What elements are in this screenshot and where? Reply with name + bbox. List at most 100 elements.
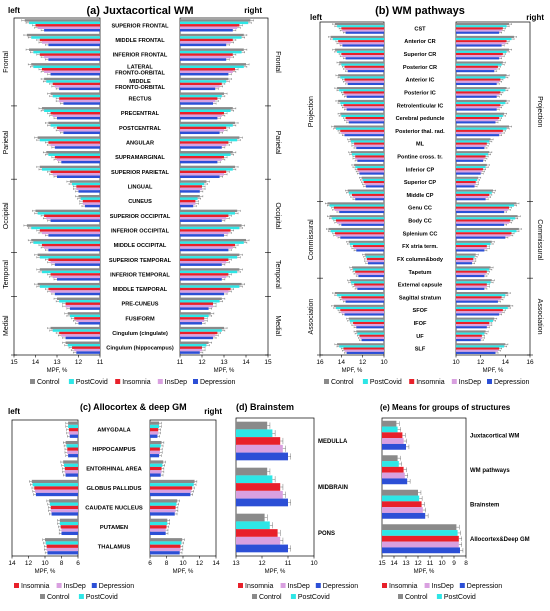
- panel-b-right-bar-19-control: [456, 266, 491, 269]
- panel-c-left-xlabel: MPF, %: [35, 569, 56, 575]
- panel-a-right-bar-12-control: [180, 194, 200, 198]
- panel-a-right-group-label: Parietal: [274, 131, 281, 155]
- panel-b-left-tick-label: 16: [316, 359, 324, 366]
- panel-c-left-bar-6-insomnia: [46, 544, 78, 548]
- panel-b-right-bar-0-postcovid: [456, 25, 507, 28]
- panel-a-right-bar-17-insomnia: [180, 273, 229, 276]
- panel-a-right-bar-19-control: [180, 297, 222, 301]
- panel-e-bar-1-control: [382, 455, 398, 462]
- panel-b-left-bar-0-depression: [345, 31, 384, 34]
- panel-d-bar-0-insomnia: [236, 437, 281, 445]
- panel-a-left-bar-1-control: [26, 33, 100, 37]
- panel-b-left-bar-25-control: [337, 343, 384, 346]
- panel-a-right-bar-8-control: [180, 136, 240, 139]
- panel-a-left-bar-17-postcovid: [41, 270, 100, 274]
- panel-b-left-xlabel: MPF, %: [342, 368, 363, 374]
- panel-c-left-bar-0-postcovid: [68, 424, 78, 429]
- panel-d-legend-entry: Depression: [323, 583, 359, 590]
- panel-a-category-label: ANGULAR: [126, 141, 154, 147]
- panel-e-bar-1-depression: [382, 478, 408, 485]
- panel-d-legend-entry: Control: [259, 594, 282, 601]
- panel-a-right-bar-5-insomnia: [180, 97, 218, 100]
- panel-b-left-bar-5-depression: [346, 95, 384, 98]
- panel-b-category-label: Body CC: [408, 219, 432, 225]
- panel-a-right-bar-10-depression: [180, 175, 220, 179]
- panel-a-left-bar-18-postcovid: [39, 285, 100, 288]
- panel-a-left-bar-19-insdep: [65, 304, 100, 308]
- panel-b-right-bar-14-insomnia: [456, 206, 510, 209]
- panel-b-left-bar-16-postcovid: [330, 230, 384, 233]
- panel-b-right-bar-13-depression: [456, 198, 486, 201]
- panel-b-left-bar-23-depression: [356, 326, 384, 329]
- panel-c-right-bar-0-insomnia: [150, 428, 159, 432]
- panel-b-right-bar-5-control: [456, 87, 507, 90]
- panel-b-left-bar-17-depression: [356, 249, 384, 252]
- panel-b-left-bar-8-control: [333, 125, 384, 128]
- panel-b-left-bar-22-insomnia: [340, 309, 384, 312]
- panel-c-right-bar-4-insomnia: [150, 505, 176, 510]
- panel-a-left-bar-12-depression: [84, 204, 100, 208]
- panel-b-left-bar-17-postcovid: [349, 242, 384, 246]
- panel-a-title: (a) Juxtacortical WM: [87, 5, 194, 17]
- panel-c-legend-swatch-control: [40, 594, 45, 599]
- panel-e-legend-entry: InsDep: [432, 583, 454, 590]
- panel-b-left-tick-label: 14: [338, 359, 346, 366]
- panel-e-bar-0-insdep: [382, 438, 404, 444]
- panel-b-category-label: External capsule: [398, 283, 442, 289]
- panel-b-category-label: Cerebral peduncle: [396, 116, 445, 122]
- panel-e-bar-2-depression: [382, 512, 426, 519]
- panel-a-left-bar-16-postcovid: [39, 256, 100, 259]
- panel-a-left-bar-16-depression: [54, 263, 100, 266]
- panel-a-category-label: MIDDLE FRONTAL: [115, 38, 165, 44]
- panel-b-right-bar-22-postcovid: [456, 306, 508, 310]
- panel-b-left-bar-6-control: [338, 99, 384, 103]
- panel-b-category-label: ML: [416, 142, 425, 148]
- panel-a-category-label: FRONTO-ORBITAL: [115, 70, 165, 76]
- panel-b-right-bar-7-postcovid: [456, 114, 503, 117]
- panel-b-left-bar-11-insomnia: [357, 168, 384, 171]
- panel-b-left-bar-14-postcovid: [329, 204, 384, 207]
- panel-b-left-bar-10-insdep: [355, 157, 384, 160]
- panel-a-right-bar-10-insomnia: [180, 170, 227, 174]
- panel-a-right-bar-20-insdep: [180, 319, 205, 323]
- panel-e-bar-3-insomnia: [382, 535, 459, 542]
- panel-b-right-bar-10-insomnia: [456, 155, 486, 158]
- panel-c-left-bar-0-depression: [69, 434, 78, 438]
- panel-b-left-group-label: Association: [308, 299, 315, 335]
- panel-a-right-bar-17-depression: [180, 278, 222, 281]
- panel-a-left-bar-11-control: [69, 180, 100, 183]
- panel-a-right-group-label: Temporal: [274, 260, 281, 289]
- panel-b-right-bar-1-postcovid: [456, 37, 512, 41]
- panel-a-right-bar-18-depression: [180, 292, 224, 296]
- panel-b-right-bar-11-insomnia: [456, 168, 484, 171]
- panel-d-bar-0-control: [236, 421, 268, 430]
- panel-a-right-bar-3-insdep: [180, 70, 233, 73]
- panel-b-right-bar-21-postcovid: [456, 294, 506, 297]
- panel-a-left-bar-7-postcovid: [50, 124, 100, 127]
- panel-d-legend-swatch-postcovid: [290, 594, 296, 599]
- panel-a-right-bar-8-insomnia: [180, 141, 229, 144]
- panel-a-left-bar-11-depression: [78, 190, 100, 193]
- panel-a-right-bar-10-postcovid: [180, 168, 233, 171]
- panel-a-category-label: CUNEUS: [128, 199, 152, 205]
- panel-b-right-bar-13-postcovid: [456, 191, 492, 194]
- panel-a-right-bar-0-insomnia: [180, 24, 240, 27]
- panel-a-left-bar-4-insomnia: [52, 82, 100, 86]
- panel-e-bar-2-insomnia: [382, 501, 422, 508]
- panel-e-bar-2-insdep: [382, 507, 423, 513]
- panel-d-bar-2-postcovid: [236, 521, 270, 530]
- panel-c-title: (c) Allocortex & deep GM: [80, 402, 187, 412]
- panel-b-left-bar-14-insdep: [334, 208, 384, 211]
- panel-b-left-bar-19-insdep: [356, 272, 384, 275]
- panel-a-right-bar-1-insomnia: [180, 38, 233, 42]
- panel-d-legend-swatch-insdep: [280, 583, 286, 588]
- panel-a-category-label: MIDDLE OCCIPITAL: [114, 243, 167, 249]
- panel-b-category-label: Tapetum: [409, 270, 432, 276]
- panel-a-right-bar-10-control: [180, 165, 235, 169]
- panel-b-left-bar-11-depression: [359, 172, 384, 175]
- panel-a-right-bar-7-insomnia: [180, 126, 227, 130]
- panel-b-left-bar-7-postcovid: [341, 114, 384, 117]
- panel-b-left-bar-15-postcovid: [331, 217, 384, 220]
- panel-a-category-label: SUPERIOR FRONTAL: [111, 23, 169, 29]
- panel-a-right-bar-1-insdep: [180, 41, 231, 44]
